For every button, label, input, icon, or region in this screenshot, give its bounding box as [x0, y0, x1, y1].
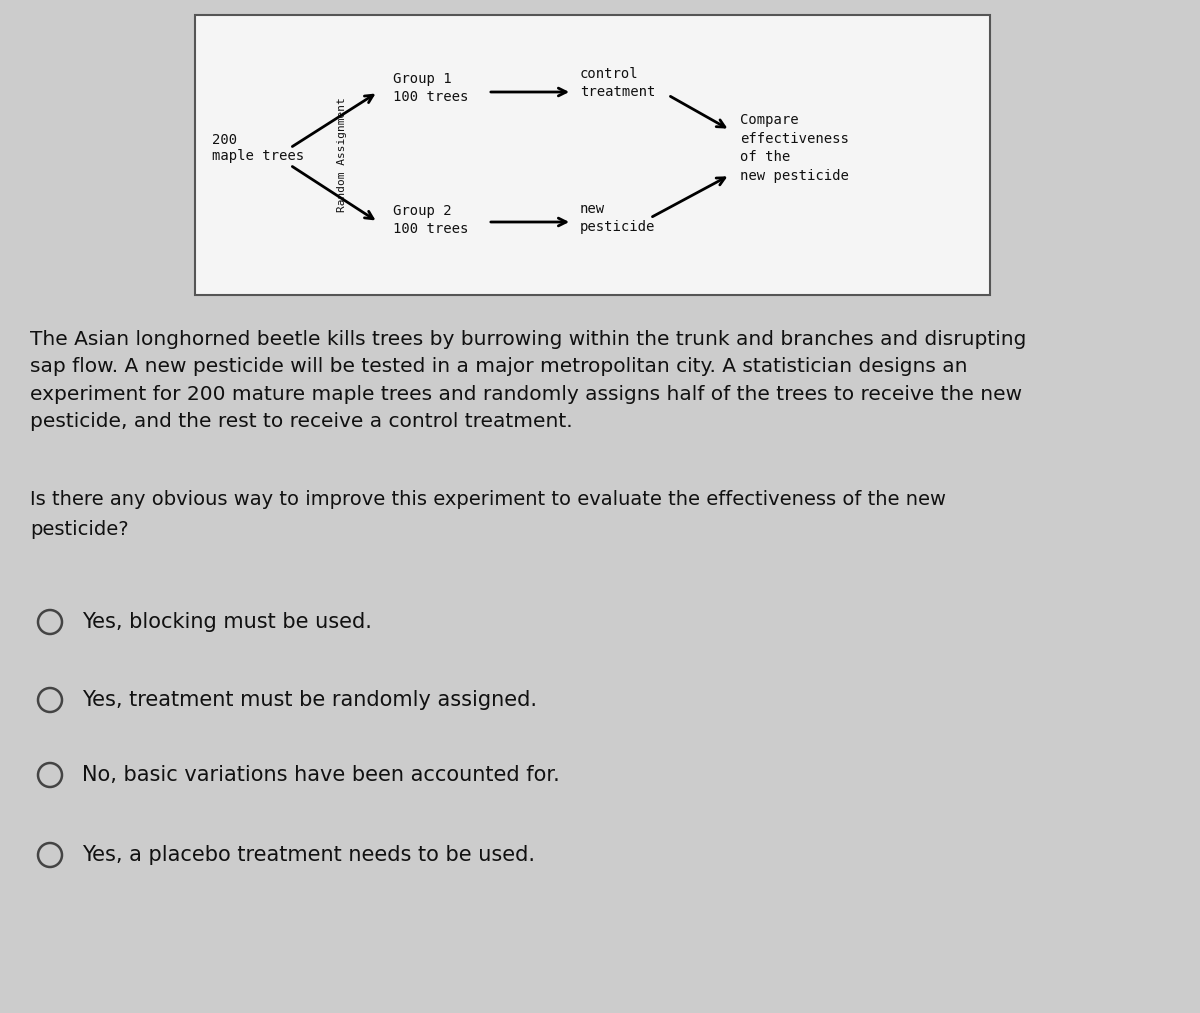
Text: control
treatment: control treatment [580, 67, 655, 98]
Text: No, basic variations have been accounted for.: No, basic variations have been accounted… [82, 765, 559, 785]
Text: Yes, blocking must be used.: Yes, blocking must be used. [82, 612, 372, 632]
Text: Yes, treatment must be randomly assigned.: Yes, treatment must be randomly assigned… [82, 690, 538, 710]
Text: The Asian longhorned beetle kills trees by burrowing within the trunk and branch: The Asian longhorned beetle kills trees … [30, 330, 1026, 431]
Text: new
pesticide: new pesticide [580, 203, 655, 234]
Text: Random Assignment: Random Assignment [337, 97, 347, 213]
Text: 200
maple trees: 200 maple trees [212, 133, 304, 163]
Text: Group 1
100 trees: Group 1 100 trees [394, 72, 468, 103]
Text: Yes, a placebo treatment needs to be used.: Yes, a placebo treatment needs to be use… [82, 845, 535, 865]
Text: Group 2
100 trees: Group 2 100 trees [394, 205, 468, 236]
Text: Is there any obvious way to improve this experiment to evaluate the effectivenes: Is there any obvious way to improve this… [30, 490, 946, 539]
Text: Compare
effectiveness
of the
new pesticide: Compare effectiveness of the new pestici… [740, 113, 848, 182]
FancyBboxPatch shape [194, 15, 990, 295]
